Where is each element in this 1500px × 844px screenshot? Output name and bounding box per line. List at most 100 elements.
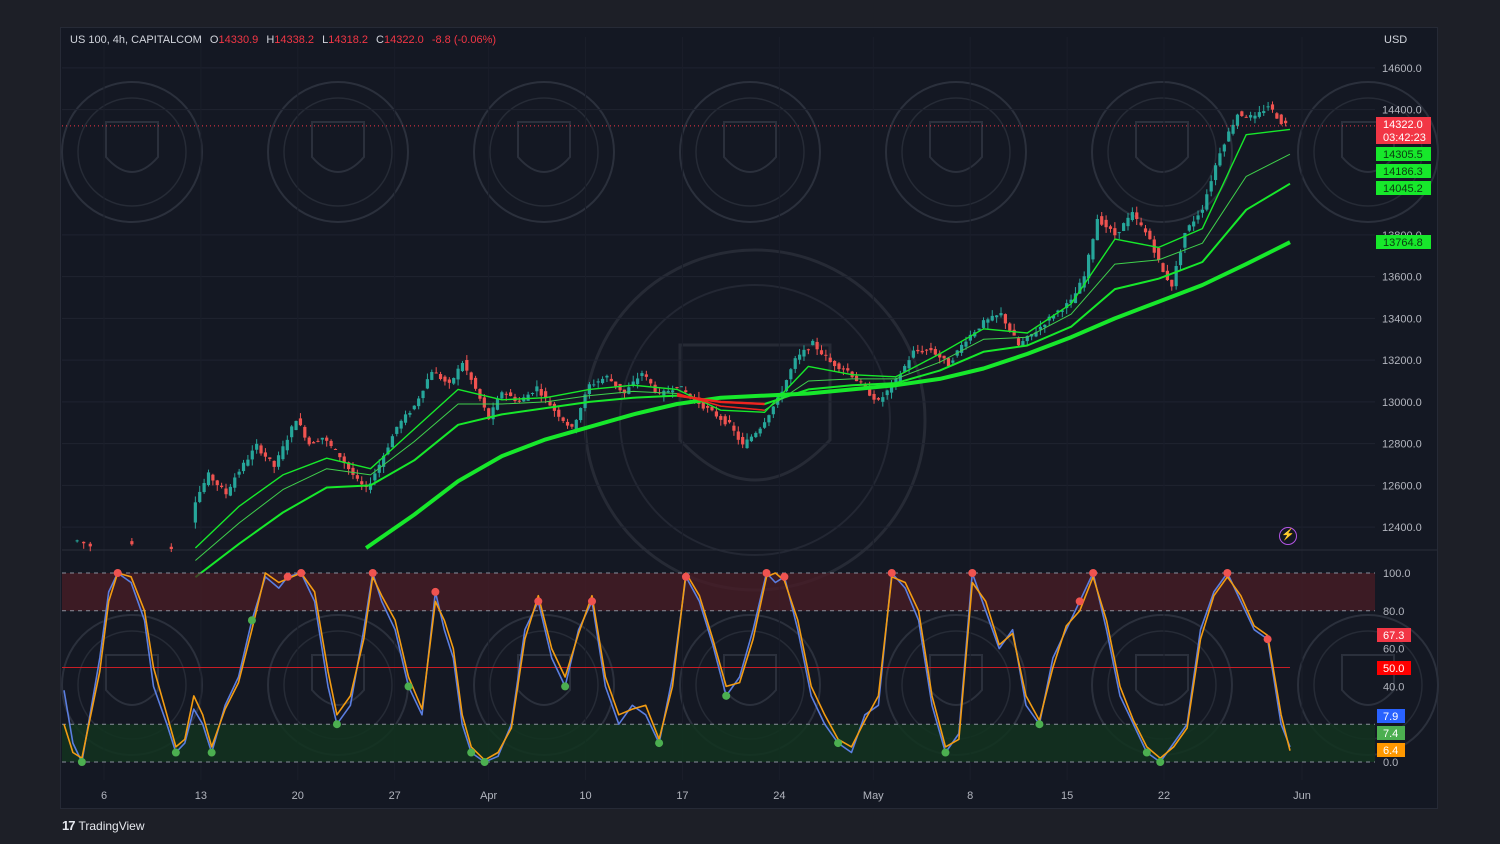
- candle-body: [1012, 329, 1016, 336]
- overbought-marker: [681, 572, 690, 581]
- stoch-value-tag: [1377, 709, 1405, 723]
- candle-body: [1117, 232, 1121, 234]
- stoch-value-label: 7.4: [1383, 728, 1398, 740]
- candle-body: [706, 406, 710, 408]
- watermark-logo: [61, 81, 1439, 756]
- candle-body: [539, 388, 543, 396]
- watermark-ring: [489, 97, 599, 207]
- candle-body: [824, 354, 828, 356]
- tradingview-logo-text: TradingView: [78, 818, 145, 833]
- watermark-shield: [723, 654, 777, 706]
- candle-body: [246, 459, 250, 466]
- candle-body: [570, 424, 574, 427]
- candle-body: [605, 375, 609, 378]
- candle-body: [1244, 116, 1248, 118]
- watermark-circle: [267, 81, 409, 223]
- candle-body: [338, 453, 342, 458]
- candle-body: [929, 347, 933, 351]
- overbought-marker: [1223, 569, 1232, 577]
- ema-fast-line: [194, 128, 1291, 549]
- watermark-shield: [105, 121, 159, 173]
- candle-body: [819, 350, 824, 355]
- watermark-shield: [105, 654, 159, 706]
- candle-body: [933, 349, 937, 355]
- watermark-circle: [1297, 81, 1439, 223]
- candle-body: [754, 432, 758, 438]
- candle-body: [491, 407, 495, 420]
- candle-body: [88, 543, 92, 547]
- candle-body: [1257, 112, 1261, 117]
- candle-body: [710, 406, 714, 411]
- watermark-big-circle: [583, 248, 927, 592]
- candle-body: [631, 381, 635, 386]
- price-pane[interactable]: [62, 37, 1437, 780]
- candle-body: [390, 436, 394, 448]
- candle-body: [863, 383, 867, 388]
- candle-body: [960, 344, 964, 353]
- watermark-ring: [283, 97, 393, 207]
- candle-body: [460, 362, 465, 372]
- watermark-shield: [517, 654, 571, 706]
- candle-body: [1108, 226, 1113, 229]
- time-tick-label: 17: [676, 790, 688, 802]
- candle-body: [325, 437, 329, 441]
- candle-body: [889, 383, 894, 393]
- candle-body: [1231, 124, 1235, 134]
- candle-body: [1139, 222, 1143, 226]
- candle-body: [438, 374, 443, 380]
- currency-label[interactable]: USD: [1384, 34, 1408, 46]
- candle-body: [473, 377, 478, 389]
- time-tick-label: 6: [101, 790, 107, 802]
- candle-body: [557, 409, 561, 417]
- oversold-marker: [207, 748, 216, 757]
- candle-body: [351, 467, 355, 475]
- price-tag-box: [1376, 147, 1431, 161]
- candle-body: [255, 443, 259, 450]
- time-tick-label: 13: [195, 790, 207, 802]
- oversold-marker: [467, 748, 476, 757]
- candle-body: [535, 386, 539, 392]
- candle-body: [434, 372, 438, 374]
- candle-body: [342, 456, 346, 464]
- candle-body: [916, 349, 920, 352]
- candle-body: [1192, 221, 1196, 227]
- candle-body: [298, 418, 303, 426]
- candle-body: [793, 358, 797, 369]
- overbought-marker: [1089, 569, 1098, 577]
- watermark-circle: [473, 81, 615, 223]
- price-tag-label: 14186.3: [1383, 166, 1423, 178]
- candle-body: [307, 437, 311, 445]
- lightning-icon[interactable]: ⚡: [1279, 527, 1297, 545]
- symbol-label[interactable]: US 100, 4h, CAPITALCOM: [70, 34, 202, 46]
- candle-body: [311, 442, 316, 444]
- candle-body: [1003, 314, 1007, 324]
- candle-body: [198, 491, 202, 502]
- candle-body: [653, 384, 657, 393]
- candle-body: [762, 422, 767, 428]
- price-tick-label: 12600.0: [1382, 480, 1422, 492]
- candle-body: [565, 421, 570, 426]
- candle-body: [548, 401, 552, 406]
- time-tick-label: 8: [967, 790, 973, 802]
- stochastic-pane[interactable]: [62, 569, 1375, 766]
- candle-body: [579, 407, 583, 421]
- candle-body: [303, 426, 307, 438]
- candle-body: [224, 488, 228, 495]
- open-key: O: [209, 34, 219, 46]
- candle-body: [316, 440, 320, 442]
- tradingview-logo[interactable]: 17 TradingView: [62, 818, 145, 833]
- candle-body: [833, 360, 837, 367]
- candle-body: [211, 474, 215, 481]
- candle-body: [452, 377, 456, 384]
- watermark-shield: [723, 121, 777, 173]
- watermark-ring: [901, 97, 1011, 207]
- overbought-marker: [283, 572, 292, 581]
- candle-body: [1262, 111, 1266, 114]
- candle-body: [1069, 299, 1073, 303]
- price-tick-label: 12400.0: [1382, 522, 1422, 534]
- candle-body: [1227, 131, 1231, 142]
- time-tick-label: 27: [389, 790, 401, 802]
- watermark-shield: [311, 121, 365, 173]
- candle-body: [727, 419, 732, 423]
